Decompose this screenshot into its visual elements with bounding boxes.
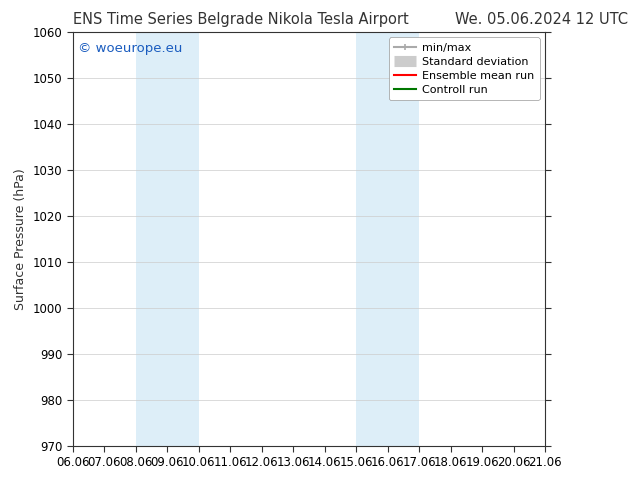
Text: ENS Time Series Belgrade Nikola Tesla Airport: ENS Time Series Belgrade Nikola Tesla Ai…	[73, 12, 409, 27]
Y-axis label: Surface Pressure (hPa): Surface Pressure (hPa)	[14, 168, 27, 310]
Bar	[356, 32, 419, 446]
Text: We. 05.06.2024 12 UTC: We. 05.06.2024 12 UTC	[455, 12, 628, 27]
Bar	[136, 32, 199, 446]
Legend: min/max, Standard deviation, Ensemble mean run, Controll run: min/max, Standard deviation, Ensemble me…	[389, 37, 540, 100]
Text: © woeurope.eu: © woeurope.eu	[77, 42, 182, 55]
